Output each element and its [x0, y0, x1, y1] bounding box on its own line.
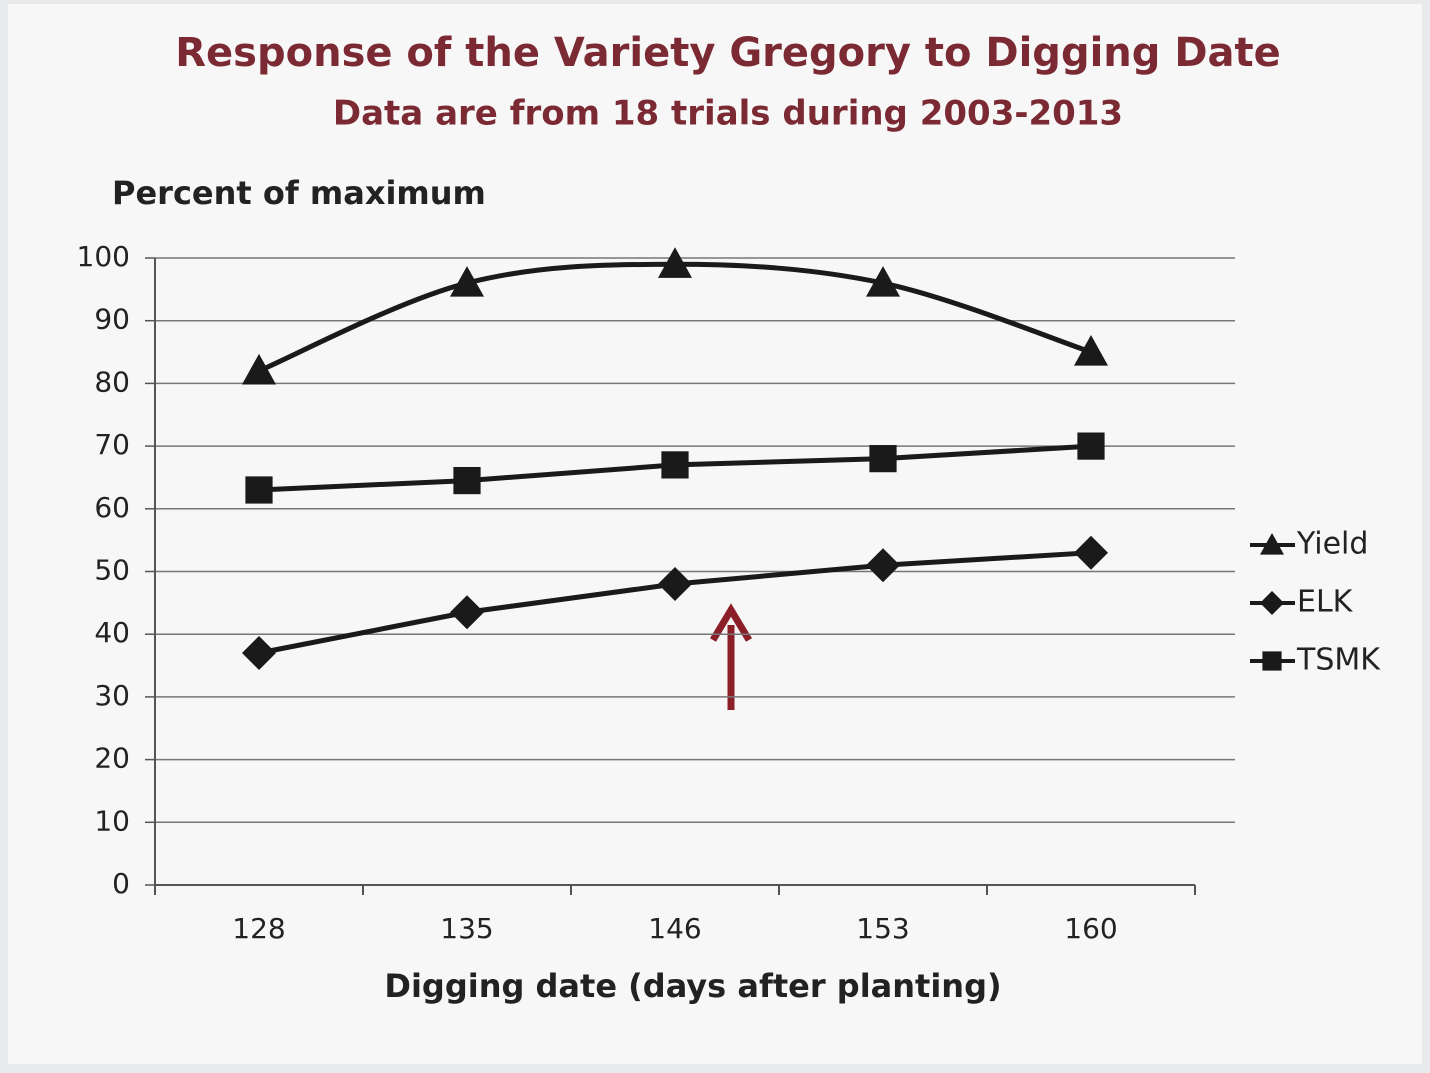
legend-label: ELK: [1297, 585, 1354, 620]
data-point: [453, 466, 481, 495]
y-tick-label: 20: [94, 742, 130, 775]
data-point: [242, 353, 276, 385]
legend-marker: [1262, 651, 1282, 671]
y-tick-label: 60: [94, 491, 130, 524]
x-axis-title: Digging date (days after planting): [384, 967, 1001, 1005]
x-tick-label: 146: [648, 912, 701, 945]
x-tick-label: 135: [440, 912, 493, 945]
data-point: [245, 476, 273, 504]
x-tick-label: 128: [232, 912, 285, 945]
chart-title: Response of the Variety Gregory to Diggi…: [175, 30, 1281, 76]
legend-marker: [1260, 533, 1284, 555]
y-tick-label: 100: [77, 240, 130, 273]
data-point: [450, 595, 484, 630]
x-tick-label: 160: [1064, 912, 1117, 945]
data-point: [1074, 535, 1108, 570]
legend-label: TSMK: [1296, 643, 1381, 678]
data-point: [450, 266, 484, 297]
data-point: [658, 247, 692, 278]
data-point: [661, 451, 689, 479]
y-tick-label: 50: [94, 554, 130, 587]
legend-marker: [1260, 591, 1284, 615]
data-point: [1074, 335, 1108, 366]
y-tick-label: 40: [94, 616, 130, 649]
data-point: [242, 636, 276, 671]
y-axis-title: Percent of maximum: [112, 174, 486, 212]
data-point: [866, 266, 900, 297]
y-tick-label: 80: [94, 365, 130, 398]
x-tick-label: 153: [856, 912, 909, 945]
arrow: [709, 603, 753, 710]
y-tick-label: 70: [94, 428, 130, 461]
y-tick-label: 10: [94, 804, 130, 837]
y-tick-label: 0: [112, 867, 130, 900]
legend-label: Yield: [1296, 527, 1368, 562]
data-point: [1077, 432, 1105, 460]
data-point: [869, 445, 897, 473]
data-point: [866, 548, 900, 583]
data-point: [658, 567, 692, 602]
y-tick-label: 90: [94, 303, 130, 336]
y-tick-label: 30: [94, 679, 130, 712]
poster: [8, 4, 1422, 1064]
chart-subtitle: Data are from 18 trials during 2003-2013: [333, 94, 1123, 134]
